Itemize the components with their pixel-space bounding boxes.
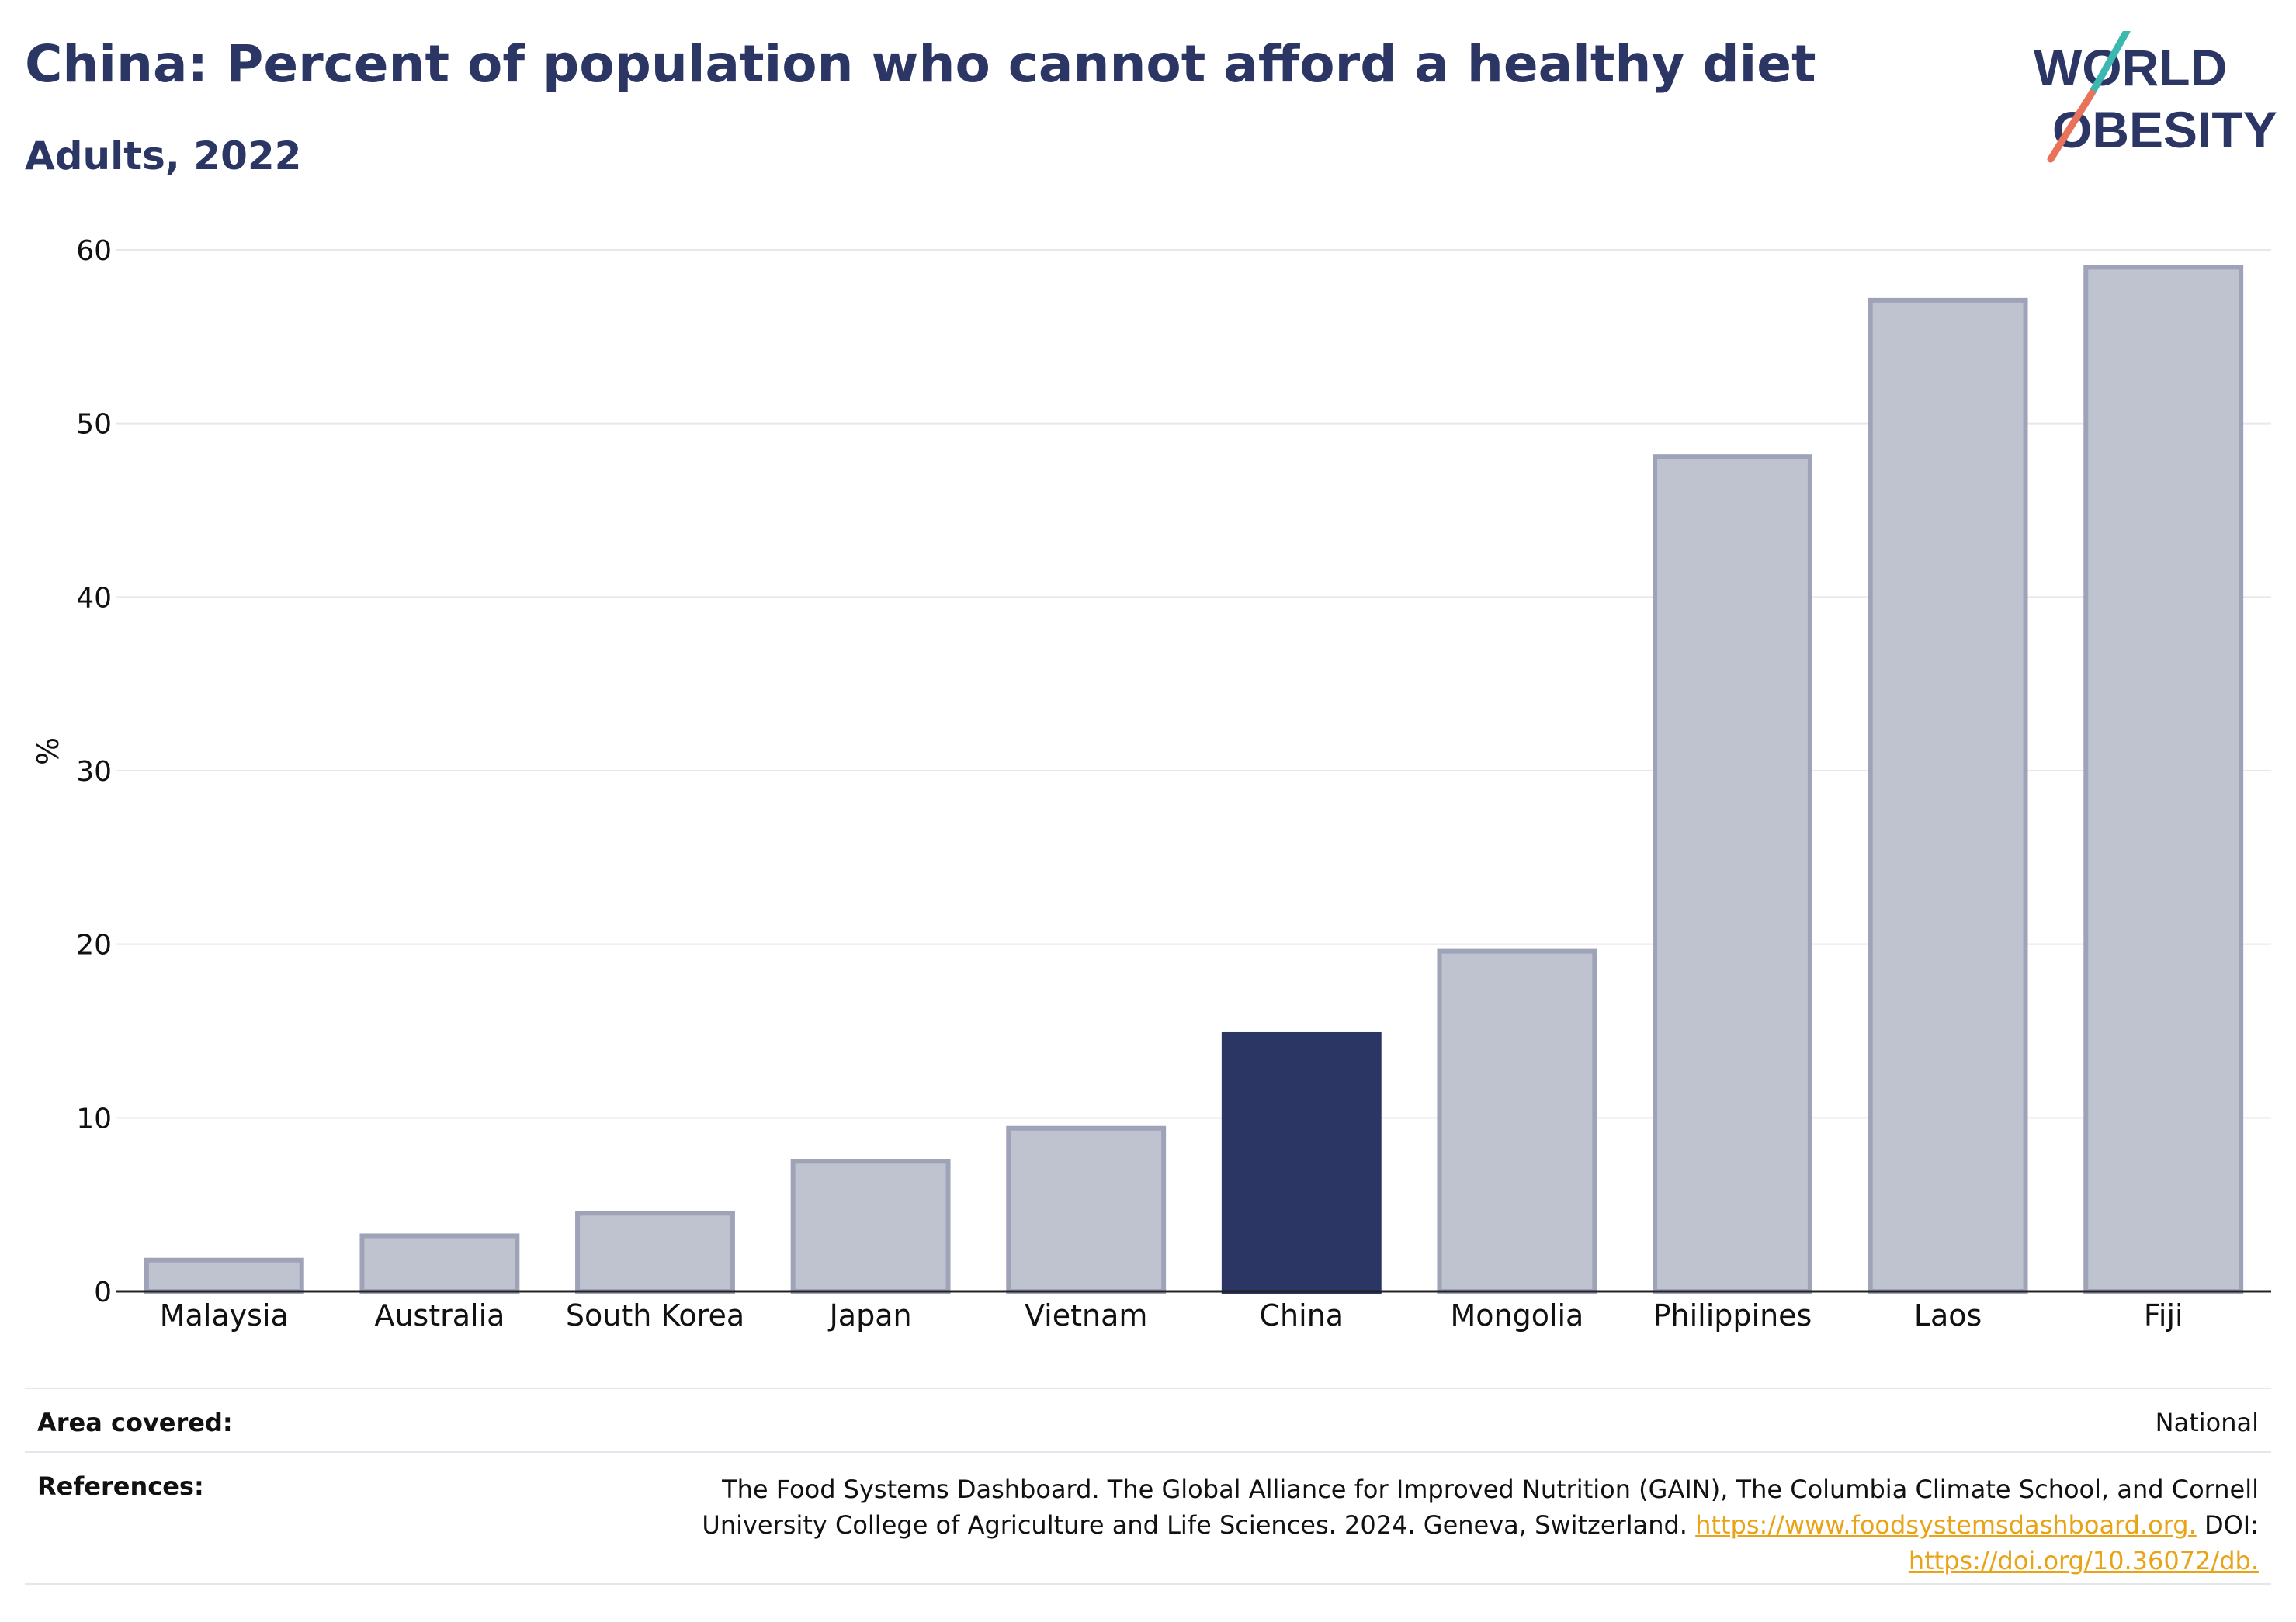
x-tick-label: Philippines: [1653, 1298, 1812, 1333]
references-text-block: The Food Systems Dashboard. The Global A…: [590, 1471, 2259, 1579]
y-tick-label: 0: [94, 1277, 112, 1308]
bar-china: [1221, 1031, 1382, 1294]
references-doi-label: DOI:: [2204, 1510, 2259, 1540]
y-tick-label: 50: [76, 409, 112, 441]
references-link-foodsystems[interactable]: https://www.foodsystemsdashboard.org.: [1695, 1510, 2197, 1540]
x-tick-label: Fiji: [2144, 1298, 2183, 1333]
logo-line1: WORLD: [2034, 39, 2227, 96]
footer-divider-top: [25, 1388, 2271, 1389]
y-tick-label: 30: [76, 756, 112, 788]
bar-mongolia: [1437, 948, 1597, 1294]
world-obesity-logo: WORLD OBESITY: [2034, 31, 2277, 163]
bar-south-korea: [575, 1211, 735, 1294]
x-tick-label: China: [1260, 1298, 1344, 1333]
footer-divider-middle: [25, 1451, 2271, 1453]
references-link-doi[interactable]: https://doi.org/10.36072/db.: [1908, 1546, 2259, 1575]
x-tick-label: Australia: [374, 1298, 505, 1333]
bar-vietnam: [1006, 1125, 1167, 1294]
bar-chart: 0 10 20 30 40 50 60 Malaysia Australia South Kore…: [31, 235, 2271, 1333]
y-tick-label: 60: [76, 235, 112, 267]
bar-fiji: [2083, 265, 2244, 1294]
references-text: The Food Systems Dashboard. The Global A…: [702, 1475, 2259, 1540]
bar-japan: [790, 1159, 951, 1294]
references-label: References:: [37, 1471, 204, 1501]
x-tick-label: Japan: [828, 1298, 912, 1333]
bar-malaysia: [144, 1257, 304, 1294]
y-tick-label: 10: [76, 1103, 112, 1135]
bar-laos: [1868, 297, 2028, 1294]
footer-divider-bottom: [25, 1583, 2271, 1585]
chart-subtitle: Adults, 2022: [25, 133, 302, 178]
bar-australia: [359, 1233, 520, 1294]
x-tick-label: South Korea: [566, 1298, 744, 1333]
y-tick-label: 20: [76, 930, 112, 962]
chart-title: China: Percent of population who cannot …: [25, 34, 1816, 94]
area-covered-label: Area covered:: [37, 1408, 233, 1437]
x-tick-label: Mongolia: [1450, 1298, 1583, 1333]
x-tick-label: Vietnam: [1025, 1298, 1147, 1333]
bar-philippines: [1653, 454, 1812, 1294]
axes: 0 10 20 30 40 50 60 Malaysia Australia South Kore…: [76, 235, 2271, 1333]
y-tick-label: 40: [76, 582, 112, 614]
logo-line2: OBESITY: [2052, 101, 2277, 158]
area-covered-value: National: [2155, 1408, 2259, 1437]
x-tick-label: Malaysia: [160, 1298, 289, 1333]
x-tick-label: Laos: [1914, 1298, 1982, 1333]
bars: [144, 265, 2244, 1294]
y-axis-label: %: [31, 737, 65, 765]
